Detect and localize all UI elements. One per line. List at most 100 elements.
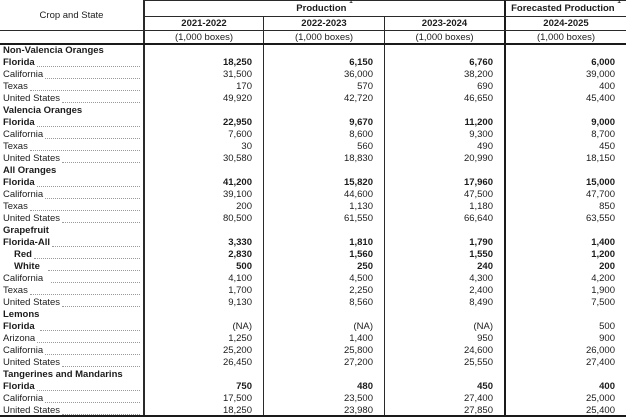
row-label-cell: California bbox=[0, 189, 143, 201]
value-cell-2024-2025: 26,000 bbox=[504, 345, 626, 357]
units-empty-cell bbox=[0, 31, 143, 43]
row-label-cell: United States bbox=[0, 357, 143, 369]
row-label: Florida bbox=[3, 57, 35, 68]
section-row: Tangerines and Mandarins 6 bbox=[0, 369, 626, 381]
value-cell-2023-2024: 950 bbox=[384, 333, 504, 345]
value-cell-2024-2025: 1,200 bbox=[504, 249, 626, 261]
table-row: Florida5 (NA) (NA) (NA) 500 bbox=[0, 321, 626, 333]
row-label-cell: California bbox=[0, 69, 143, 81]
row-label: Texas bbox=[3, 141, 28, 152]
value-cell-2023-2024: 27,850 bbox=[384, 405, 504, 415]
dot-leader bbox=[62, 222, 140, 223]
row-label: Red bbox=[14, 249, 32, 260]
row-label-cell: White 3 bbox=[0, 261, 143, 273]
value-cell-2022-2023: 15,820 bbox=[263, 177, 384, 189]
row-label: Florida5 bbox=[3, 321, 38, 332]
value-cell-2021-2022: 1,700 bbox=[143, 285, 263, 297]
value-cell-2021-2022: 1,250 bbox=[143, 333, 263, 345]
row-label-cell: United States bbox=[0, 153, 143, 165]
value-cell-2024-2025: 47,700 bbox=[504, 189, 626, 201]
value-cell-2022-2023: 61,550 bbox=[263, 213, 384, 225]
table-row: Red 2,830 1,560 1,550 1,200 bbox=[0, 249, 626, 261]
forecast-group-header: Forecasted Production 1 bbox=[504, 0, 626, 17]
dot-leader bbox=[40, 330, 140, 331]
section-row: Valencia Oranges bbox=[0, 105, 626, 117]
value-cell-2021-2022: 18,250 bbox=[143, 405, 263, 415]
value-cell-2023-2024 bbox=[384, 309, 504, 321]
row-label: Florida-All bbox=[3, 237, 50, 248]
units-cell: (1,000 boxes) bbox=[263, 31, 384, 43]
value-cell-2021-2022: 750 bbox=[143, 381, 263, 393]
value-cell-2022-2023: 36,000 bbox=[263, 69, 384, 81]
value-cell-2023-2024: 24,600 bbox=[384, 345, 504, 357]
dot-leader bbox=[29, 150, 140, 151]
dot-leader bbox=[45, 138, 140, 139]
dot-leader bbox=[33, 258, 140, 259]
row-label: United States bbox=[3, 357, 61, 368]
value-cell-2022-2023: 18,830 bbox=[263, 153, 384, 165]
value-cell-2021-2022: 17,500 bbox=[143, 393, 263, 405]
value-cell-2022-2023: 9,670 bbox=[263, 117, 384, 129]
value-cell-2022-2023: 23,980 bbox=[263, 405, 384, 415]
value-cell-2024-2025: 8,700 bbox=[504, 129, 626, 141]
year-column-header-2022-2023: 2022-2023 bbox=[263, 17, 384, 30]
dot-leader bbox=[62, 366, 140, 367]
value-cell-2022-2023 bbox=[263, 309, 384, 321]
row-label-cell: Texas bbox=[0, 81, 143, 93]
row-label-cell: Lemons bbox=[0, 309, 143, 321]
table-row: United States 30,580 18,830 20,990 18,15… bbox=[0, 153, 626, 165]
value-cell-2023-2024: 20,990 bbox=[384, 153, 504, 165]
value-cell-2024-2025 bbox=[504, 165, 626, 177]
row-label: California bbox=[3, 69, 44, 80]
value-cell-2022-2023: 23,500 bbox=[263, 393, 384, 405]
value-cell-2021-2022: 9,130 bbox=[143, 297, 263, 309]
value-cell-2023-2024: 450 bbox=[384, 381, 504, 393]
value-cell-2021-2022 bbox=[143, 369, 263, 381]
value-cell-2024-2025: 500 bbox=[504, 321, 626, 333]
row-label: California bbox=[3, 345, 44, 356]
value-cell-2022-2023: 1,560 bbox=[263, 249, 384, 261]
value-cell-2024-2025: 18,150 bbox=[504, 153, 626, 165]
value-cell-2022-2023 bbox=[263, 165, 384, 177]
value-cell-2022-2023: 570 bbox=[263, 81, 384, 93]
section-row: Lemons bbox=[0, 309, 626, 321]
row-label: California 4 bbox=[3, 273, 49, 284]
row-label: Non-Valencia Oranges 2 bbox=[3, 45, 110, 56]
value-cell-2022-2023: (NA) bbox=[263, 321, 384, 333]
production-group-header: Production 1 bbox=[143, 0, 504, 17]
dot-leader bbox=[36, 390, 140, 391]
row-label-cell: Tangerines and Mandarins 6 bbox=[0, 369, 143, 381]
value-cell-2023-2024: 17,960 bbox=[384, 177, 504, 189]
table-row: Texas 200 1,130 1,180 850 bbox=[0, 201, 626, 213]
table-row: California 7,600 8,600 9,300 8,700 bbox=[0, 129, 626, 141]
row-label-cell: Florida bbox=[0, 117, 143, 129]
dot-leader bbox=[36, 126, 140, 127]
value-cell-2024-2025: 450 bbox=[504, 141, 626, 153]
table-row: Texas 170 570 690 400 bbox=[0, 81, 626, 93]
value-cell-2022-2023: 560 bbox=[263, 141, 384, 153]
value-cell-2021-2022: 4,100 bbox=[143, 273, 263, 285]
value-cell-2024-2025: 45,400 bbox=[504, 93, 626, 105]
value-cell-2022-2023 bbox=[263, 369, 384, 381]
row-label: Florida bbox=[3, 117, 35, 128]
dot-leader bbox=[45, 198, 140, 199]
dot-leader bbox=[62, 414, 140, 415]
dot-leader bbox=[45, 402, 140, 403]
value-cell-2024-2025 bbox=[504, 309, 626, 321]
dot-leader bbox=[36, 66, 140, 67]
value-cell-2021-2022: 25,200 bbox=[143, 345, 263, 357]
row-label-cell: All Oranges bbox=[0, 165, 143, 177]
value-cell-2021-2022: 31,500 bbox=[143, 69, 263, 81]
value-cell-2021-2022 bbox=[143, 45, 263, 57]
row-label-cell: Florida bbox=[0, 57, 143, 69]
value-cell-2023-2024 bbox=[384, 369, 504, 381]
value-cell-2024-2025: 25,000 bbox=[504, 393, 626, 405]
value-cell-2021-2022: 49,920 bbox=[143, 93, 263, 105]
value-cell-2024-2025: 400 bbox=[504, 81, 626, 93]
value-cell-2021-2022: 18,250 bbox=[143, 57, 263, 69]
row-label: United States bbox=[3, 153, 61, 164]
row-label-cell: Texas bbox=[0, 141, 143, 153]
row-label: United States bbox=[3, 297, 61, 308]
value-cell-2022-2023: 8,560 bbox=[263, 297, 384, 309]
value-cell-2023-2024: 47,500 bbox=[384, 189, 504, 201]
